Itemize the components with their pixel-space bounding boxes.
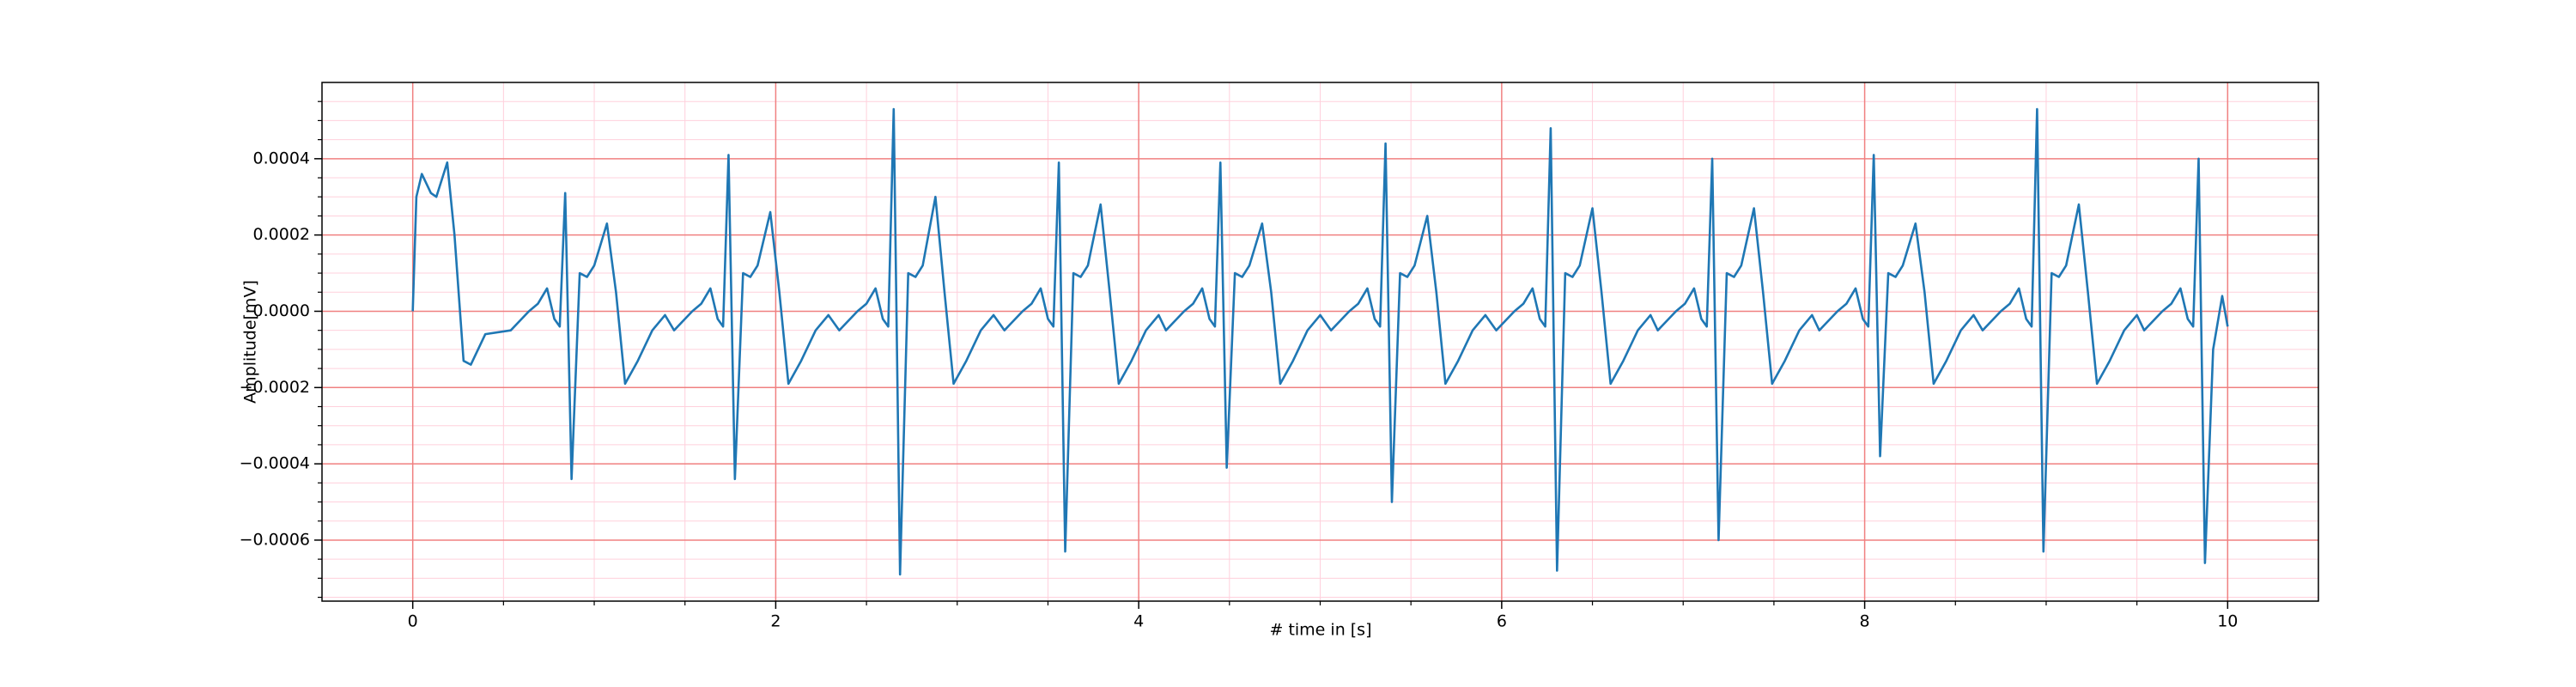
x-tick-label: 0 bbox=[408, 612, 418, 631]
x-tick-label: 10 bbox=[2217, 612, 2238, 631]
y-tick-label: 0.0004 bbox=[253, 149, 310, 167]
x-tick-label: 2 bbox=[770, 612, 781, 631]
x-axis-label: # time in [s] bbox=[1269, 621, 1371, 640]
x-tick-label: 8 bbox=[1860, 612, 1870, 631]
x-tick-label: 4 bbox=[1133, 612, 1144, 631]
y-axis-label: Amplitude[mV] bbox=[241, 280, 260, 404]
y-tick-label: −0.0002 bbox=[240, 378, 310, 397]
ecg-line bbox=[411, 107, 2229, 576]
y-tick-label: 0.0000 bbox=[253, 301, 310, 320]
x-tick-label: 6 bbox=[1497, 612, 1507, 631]
plot-frame bbox=[321, 82, 2319, 602]
y-tick-label: −0.0006 bbox=[240, 530, 310, 549]
y-tick-label: −0.0004 bbox=[240, 454, 310, 473]
y-tick-label: 0.0002 bbox=[253, 225, 310, 244]
